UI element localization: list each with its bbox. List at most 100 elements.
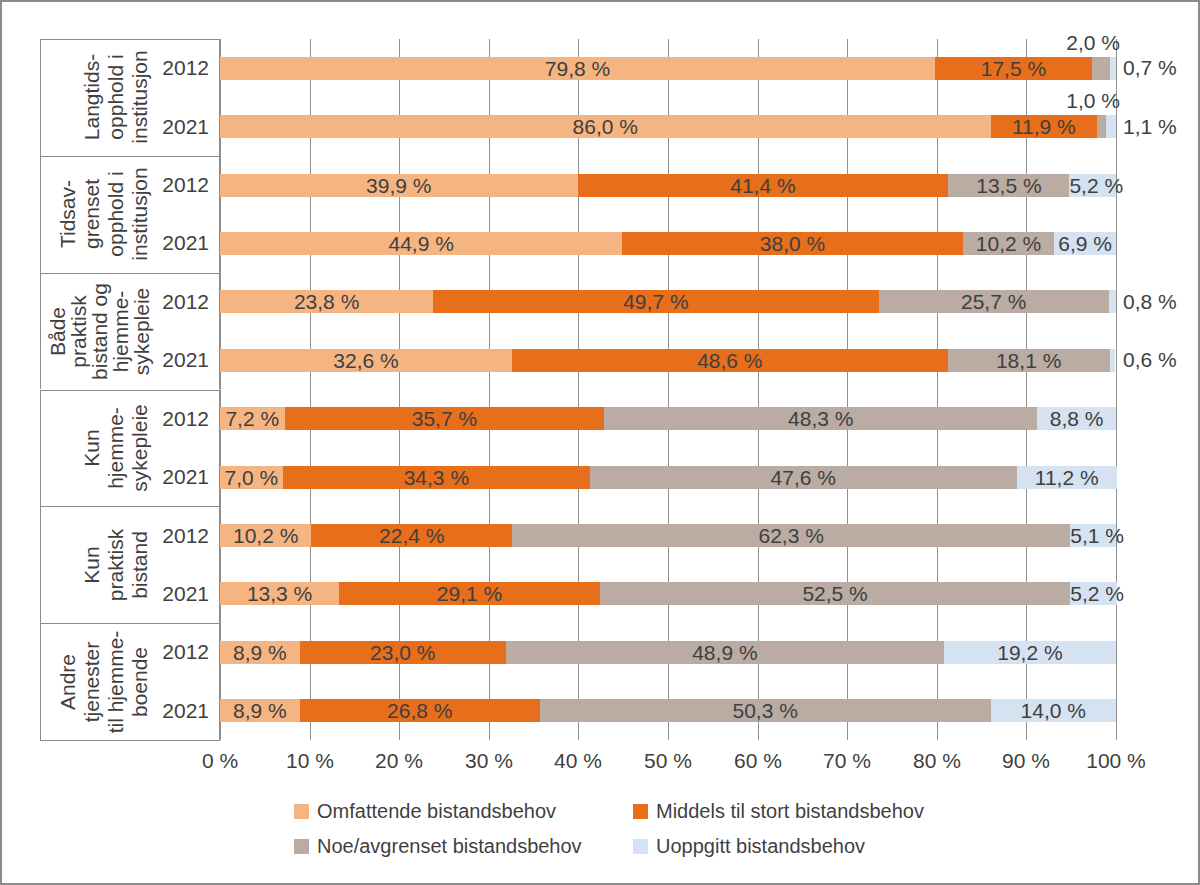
tick-label: 90 % bbox=[976, 749, 1076, 773]
chart-page: Langtids-opphold iinstitusjon201279,8 %1… bbox=[0, 0, 1200, 885]
tick-label: 0 % bbox=[170, 749, 270, 773]
group-label-line: Langtids- bbox=[80, 42, 104, 153]
bar-label-right: 0,6 % bbox=[1123, 349, 1200, 371]
bar-label: 39,9 % bbox=[220, 174, 578, 197]
bar-label: 48,3 % bbox=[604, 407, 1037, 430]
bar-label: 10,2 % bbox=[220, 524, 311, 547]
gridline bbox=[758, 39, 759, 740]
gridline bbox=[668, 39, 669, 740]
bar-label: 10,2 % bbox=[963, 232, 1054, 255]
legend-swatch bbox=[633, 839, 648, 854]
bar-label: 48,9 % bbox=[506, 641, 944, 664]
bar-label: 23,0 % bbox=[300, 641, 506, 664]
year-label: 2021 bbox=[120, 115, 209, 139]
bar-label: 22,4 % bbox=[311, 524, 512, 547]
bar-label: 13,5 % bbox=[948, 174, 1069, 197]
tick-label: 60 % bbox=[708, 749, 808, 773]
tick-label: 20 % bbox=[349, 749, 449, 773]
bar-segment-2 bbox=[1092, 57, 1110, 80]
bar-label: 49,7 % bbox=[433, 290, 878, 313]
legend-label: Noe/avgrenset bistandsbehov bbox=[317, 836, 582, 857]
year-label: 2021 bbox=[120, 582, 209, 606]
bar-label: 38,0 % bbox=[622, 232, 962, 255]
tick-label: 30 % bbox=[439, 749, 539, 773]
bar-label: 32,6 % bbox=[220, 349, 512, 372]
bar-label: 11,2 % bbox=[1017, 466, 1117, 489]
tick-label: 70 % bbox=[797, 749, 897, 773]
tick-label: 50 % bbox=[618, 749, 718, 773]
gridline bbox=[310, 39, 311, 740]
year-label: 2012 bbox=[120, 173, 209, 197]
legend-label: Omfattende bistandsbehov bbox=[317, 801, 556, 822]
bar-segment-2 bbox=[1097, 115, 1106, 138]
bar-label: 35,7 % bbox=[285, 407, 605, 430]
bar-label: 11,9 % bbox=[991, 115, 1098, 138]
gridline bbox=[399, 39, 400, 740]
bar-label-above: 1,0 % bbox=[916, 90, 1120, 112]
bar-label: 50,3 % bbox=[540, 699, 991, 722]
bar-label: 6,9 % bbox=[1054, 232, 1116, 255]
bar-label: 26,8 % bbox=[300, 699, 540, 722]
bar-label: 5,1 % bbox=[1070, 524, 1116, 547]
bar-label: 5,2 % bbox=[1070, 582, 1117, 605]
legend-swatch bbox=[633, 804, 648, 819]
gridline bbox=[1026, 39, 1027, 740]
bar-label: 17,5 % bbox=[935, 57, 1092, 80]
bar-label: 41,4 % bbox=[578, 174, 949, 197]
gridline bbox=[847, 39, 848, 740]
year-label: 2012 bbox=[120, 640, 209, 664]
group-label-line: praktisk bbox=[68, 276, 89, 387]
bar-label: 19,2 % bbox=[944, 641, 1116, 664]
legend-label: Uoppgitt bistandsbehov bbox=[656, 836, 865, 857]
bar-label: 48,6 % bbox=[512, 349, 947, 372]
group-label-line: Kun bbox=[80, 392, 104, 503]
gridline bbox=[578, 39, 579, 740]
bar-label: 47,6 % bbox=[590, 466, 1016, 489]
group-label-line: Både bbox=[47, 276, 68, 387]
bar-label: 29,1 % bbox=[339, 582, 600, 605]
bar-label: 8,9 % bbox=[220, 641, 300, 664]
bar-label-right: 0,8 % bbox=[1123, 291, 1200, 313]
year-label: 2012 bbox=[120, 56, 209, 80]
bar-label: 86,0 % bbox=[220, 115, 991, 138]
bar-label: 44,9 % bbox=[220, 232, 622, 255]
bar-label: 23,8 % bbox=[220, 290, 433, 313]
bar-label: 34,3 % bbox=[283, 466, 590, 489]
year-label: 2021 bbox=[120, 348, 209, 372]
group-label-line: bistand og bbox=[89, 276, 110, 387]
bar-label: 8,8 % bbox=[1037, 407, 1116, 430]
bar-label: 8,9 % bbox=[220, 699, 300, 722]
bar-label-above: 2,0 % bbox=[916, 32, 1120, 54]
gridline bbox=[1116, 39, 1117, 740]
bar-label: 62,3 % bbox=[512, 524, 1070, 547]
bar-label: 5,2 % bbox=[1069, 174, 1116, 197]
legend-label: Middels til stort bistandsbehov bbox=[656, 801, 924, 822]
group-label-line: grenset bbox=[80, 159, 104, 270]
year-label: 2021 bbox=[120, 465, 209, 489]
bar-label: 25,7 % bbox=[879, 290, 1109, 313]
group-label-line: Andre bbox=[56, 626, 80, 737]
year-label: 2021 bbox=[120, 699, 209, 723]
year-label: 2012 bbox=[120, 407, 209, 431]
tick-label: 40 % bbox=[528, 749, 628, 773]
legend-swatch bbox=[294, 839, 309, 854]
gridline bbox=[489, 39, 490, 740]
bar-label: 13,3 % bbox=[220, 582, 339, 605]
bar-label: 14,0 % bbox=[991, 699, 1116, 722]
tick-label: 100 % bbox=[1066, 749, 1166, 773]
legend-swatch bbox=[294, 804, 309, 819]
bar-label: 18,1 % bbox=[948, 349, 1110, 372]
bar-label: 7,0 % bbox=[220, 466, 283, 489]
gridline bbox=[937, 39, 938, 740]
bar-label-right: 0,7 % bbox=[1123, 57, 1200, 79]
bar-label: 79,8 % bbox=[220, 57, 935, 80]
group-label-line: tjenester bbox=[80, 626, 104, 737]
bar-label: 7,2 % bbox=[220, 407, 285, 430]
year-label: 2012 bbox=[120, 524, 209, 548]
bar-segment-3 bbox=[1110, 349, 1115, 372]
group-label-line: Kun bbox=[80, 509, 104, 620]
gridline bbox=[220, 39, 221, 740]
tick-label: 10 % bbox=[260, 749, 360, 773]
group-label-line: Tidsav- bbox=[56, 159, 80, 270]
bar-label-right: 1,1 % bbox=[1123, 116, 1200, 138]
